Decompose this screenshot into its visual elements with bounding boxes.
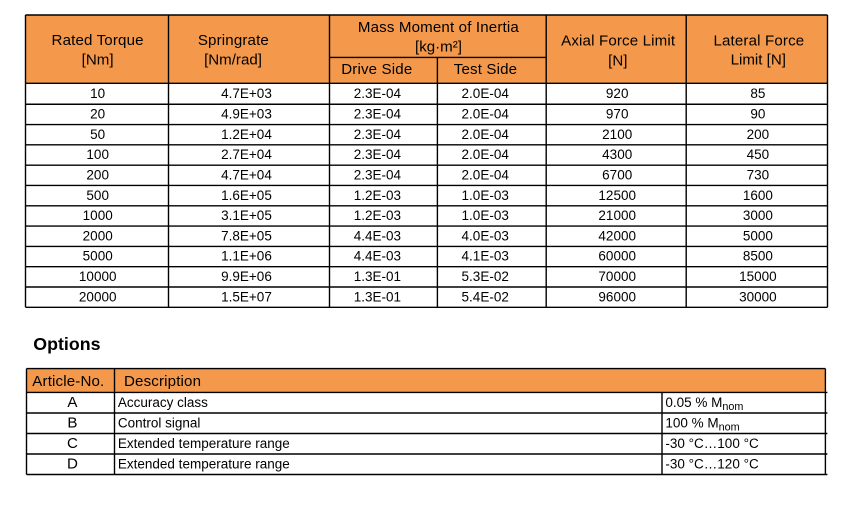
svg-text:96000: 96000 bbox=[598, 289, 636, 304]
svg-text:Axial Force Limit: Axial Force Limit bbox=[561, 33, 676, 50]
svg-text:2.3E-04: 2.3E-04 bbox=[354, 86, 402, 101]
svg-text:2.0E-04: 2.0E-04 bbox=[462, 147, 510, 162]
svg-text:1.2E+04: 1.2E+04 bbox=[221, 127, 272, 142]
svg-text:1.1E+06: 1.1E+06 bbox=[221, 249, 272, 264]
svg-text:2.0E-04: 2.0E-04 bbox=[462, 168, 510, 183]
svg-text:Control signal: Control signal bbox=[118, 416, 201, 431]
svg-text:20: 20 bbox=[90, 107, 105, 122]
svg-text:Drive Side: Drive Side bbox=[341, 61, 412, 78]
svg-text:1600: 1600 bbox=[743, 188, 773, 203]
svg-text:9.9E+06: 9.9E+06 bbox=[221, 269, 272, 284]
svg-text:2.3E-04: 2.3E-04 bbox=[354, 107, 402, 122]
svg-text:5000: 5000 bbox=[83, 249, 113, 264]
svg-text:[N]: [N] bbox=[608, 52, 627, 69]
svg-text:450: 450 bbox=[747, 147, 770, 162]
svg-text:4300: 4300 bbox=[602, 147, 632, 162]
svg-text:2100: 2100 bbox=[602, 127, 632, 142]
svg-text:1.3E-01: 1.3E-01 bbox=[354, 289, 401, 304]
svg-text:2.0E-04: 2.0E-04 bbox=[462, 107, 510, 122]
svg-text:5.3E-02: 5.3E-02 bbox=[462, 269, 509, 284]
svg-text:2.0E-04: 2.0E-04 bbox=[462, 127, 510, 142]
svg-text:2.3E-04: 2.3E-04 bbox=[354, 168, 402, 183]
svg-text:1.3E-01: 1.3E-01 bbox=[354, 269, 401, 284]
svg-text:Springrate: Springrate bbox=[198, 32, 269, 49]
svg-text:Limit [N]: Limit [N] bbox=[731, 51, 786, 68]
svg-text:2.3E-04: 2.3E-04 bbox=[354, 127, 402, 142]
svg-text:D: D bbox=[67, 456, 78, 473]
svg-text:1000: 1000 bbox=[83, 208, 113, 223]
svg-text:1.6E+05: 1.6E+05 bbox=[221, 188, 272, 203]
svg-text:1.2E-03: 1.2E-03 bbox=[354, 188, 401, 203]
svg-text:Extended temperature range: Extended temperature range bbox=[118, 457, 290, 472]
svg-text:[Nm]: [Nm] bbox=[82, 52, 114, 69]
svg-text:3.1E+05: 3.1E+05 bbox=[221, 208, 272, 223]
svg-text:6700: 6700 bbox=[602, 168, 632, 183]
svg-text:C: C bbox=[67, 435, 78, 452]
svg-text:4.1E-03: 4.1E-03 bbox=[462, 249, 509, 264]
svg-text:4.9E+03: 4.9E+03 bbox=[221, 107, 272, 122]
svg-text:Description: Description bbox=[124, 373, 201, 390]
svg-text:12500: 12500 bbox=[598, 188, 636, 203]
svg-text:Extended temperature range: Extended temperature range bbox=[118, 436, 290, 451]
svg-text:5000: 5000 bbox=[743, 228, 773, 243]
svg-text:2.0E-04: 2.0E-04 bbox=[462, 86, 510, 101]
svg-text:Lateral Force: Lateral Force bbox=[713, 32, 804, 49]
svg-text:15000: 15000 bbox=[739, 269, 777, 284]
svg-text:[Nm/rad]: [Nm/rad] bbox=[204, 52, 262, 69]
svg-text:200: 200 bbox=[86, 168, 109, 183]
svg-text:100: 100 bbox=[86, 147, 109, 162]
svg-text:Options: Options bbox=[33, 334, 100, 354]
svg-text:1.2E-03: 1.2E-03 bbox=[354, 208, 401, 223]
svg-text:-30 °C…100 °C: -30 °C…100 °C bbox=[665, 436, 759, 451]
svg-text:21000: 21000 bbox=[598, 208, 636, 223]
svg-text:Accuracy class: Accuracy class bbox=[118, 395, 208, 410]
svg-text:[kg·m²]: [kg·m²] bbox=[415, 39, 462, 56]
svg-text:70000: 70000 bbox=[598, 269, 636, 284]
svg-text:4.4E-03: 4.4E-03 bbox=[354, 228, 401, 243]
svg-text:-30 °C…120 °C: -30 °C…120 °C bbox=[665, 457, 759, 472]
svg-text:1.0E-03: 1.0E-03 bbox=[462, 188, 509, 203]
svg-text:2000: 2000 bbox=[83, 228, 113, 243]
svg-text:85: 85 bbox=[750, 86, 765, 101]
svg-text:Article-No.: Article-No. bbox=[32, 373, 104, 390]
svg-text:10000: 10000 bbox=[79, 269, 117, 284]
svg-text:8500: 8500 bbox=[743, 249, 773, 264]
svg-text:50: 50 bbox=[90, 127, 105, 142]
svg-text:4.0E-03: 4.0E-03 bbox=[462, 228, 509, 243]
svg-text:200: 200 bbox=[747, 127, 770, 142]
svg-text:30000: 30000 bbox=[739, 289, 777, 304]
svg-text:Test Side: Test Side bbox=[454, 61, 517, 78]
svg-text:20000: 20000 bbox=[79, 289, 117, 304]
svg-text:10: 10 bbox=[90, 86, 105, 101]
svg-text:730: 730 bbox=[747, 168, 770, 183]
svg-text:970: 970 bbox=[606, 107, 629, 122]
svg-text:4.7E+03: 4.7E+03 bbox=[221, 86, 272, 101]
svg-text:500: 500 bbox=[86, 188, 109, 203]
svg-text:1.5E+07: 1.5E+07 bbox=[221, 289, 272, 304]
svg-text:90: 90 bbox=[750, 107, 765, 122]
svg-text:4.4E-03: 4.4E-03 bbox=[354, 249, 401, 264]
svg-text:60000: 60000 bbox=[598, 249, 636, 264]
svg-text:7.8E+05: 7.8E+05 bbox=[221, 228, 272, 243]
svg-text:A: A bbox=[67, 394, 78, 411]
svg-text:2.7E+04: 2.7E+04 bbox=[221, 147, 272, 162]
svg-text:2.3E-04: 2.3E-04 bbox=[354, 147, 402, 162]
svg-text:3000: 3000 bbox=[743, 208, 773, 223]
svg-text:5.4E-02: 5.4E-02 bbox=[462, 289, 509, 304]
svg-text:B: B bbox=[67, 415, 77, 432]
svg-text:4.7E+04: 4.7E+04 bbox=[221, 168, 272, 183]
svg-text:Mass Moment of Inertia: Mass Moment of Inertia bbox=[358, 19, 519, 36]
svg-text:Rated Torque: Rated Torque bbox=[52, 32, 144, 49]
svg-text:42000: 42000 bbox=[598, 228, 636, 243]
svg-text:920: 920 bbox=[606, 86, 629, 101]
svg-text:1.0E-03: 1.0E-03 bbox=[462, 208, 509, 223]
